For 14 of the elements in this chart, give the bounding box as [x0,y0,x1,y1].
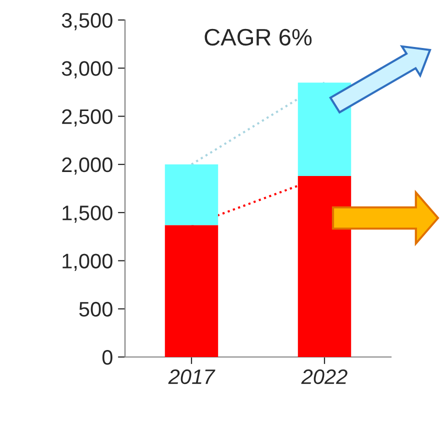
y-tick-label: 3,500 [62,13,112,30]
x-tick-label: 2017 [168,369,216,384]
x-tick-label: 2022 [301,369,348,384]
y-tick-label: 500 [79,302,112,317]
y-tick-label: 3,000 [62,61,112,78]
chart-title: CAGR 6% [204,28,312,46]
y-tick-label: 1,000 [62,254,112,271]
y-tick-label: 1,500 [62,206,112,223]
y-tick-label: 2,500 [62,109,112,126]
bar [298,82,352,176]
bar [164,164,218,226]
bar [164,225,218,357]
y-tick-label: 0 [102,350,112,365]
y-tick-label: 2,000 [62,157,112,175]
